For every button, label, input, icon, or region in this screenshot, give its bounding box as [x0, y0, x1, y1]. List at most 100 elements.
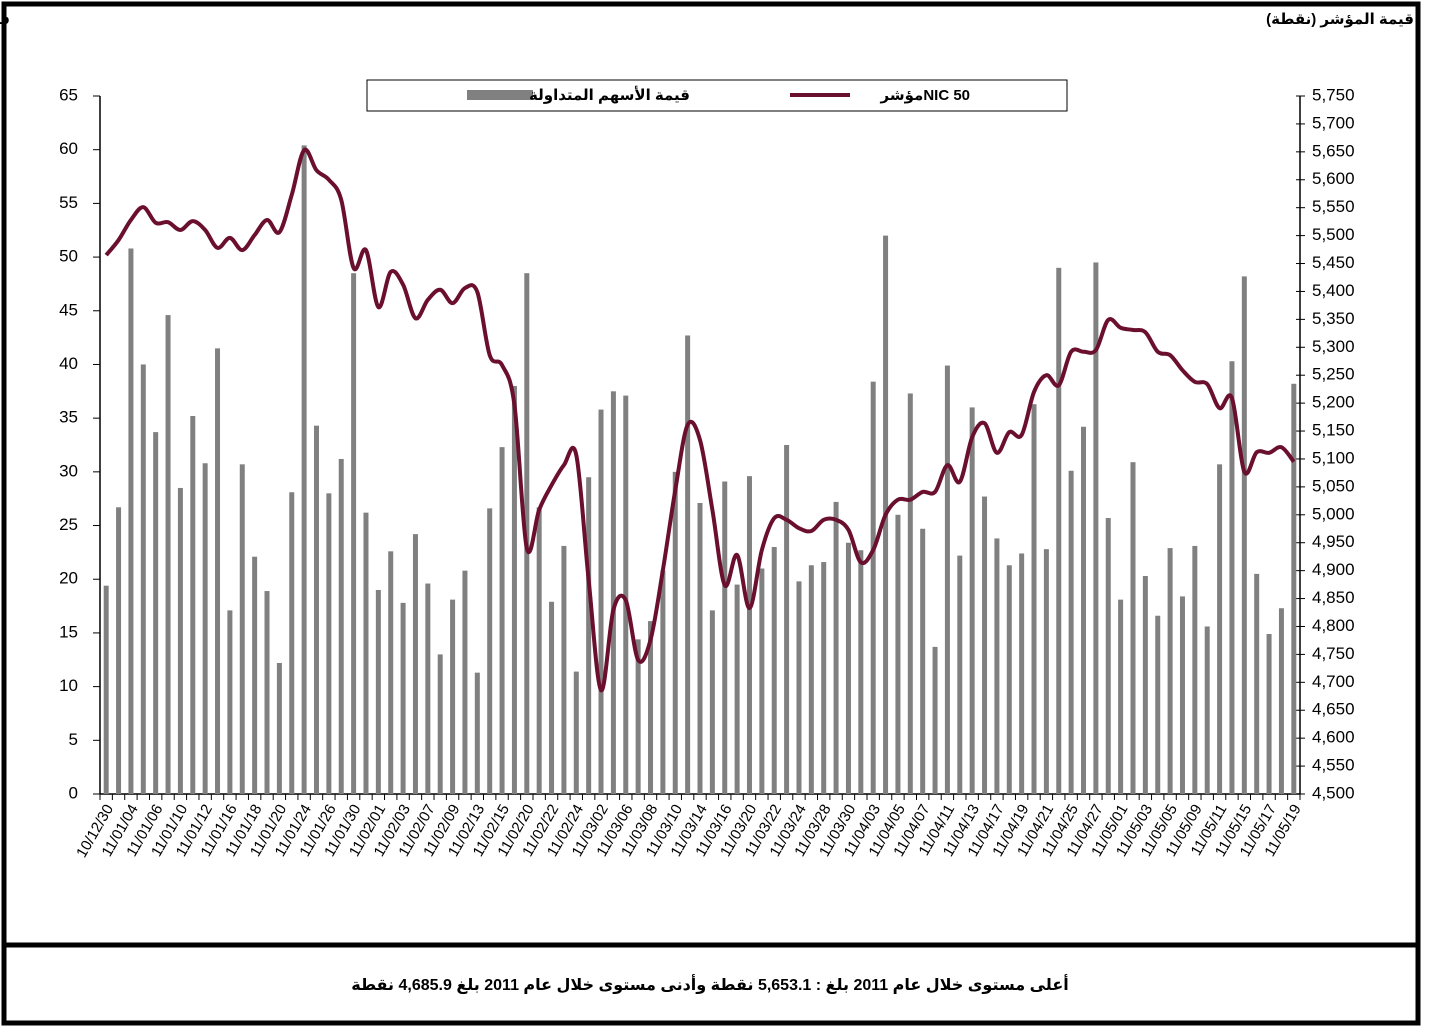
bar	[833, 501, 839, 794]
bar	[623, 395, 629, 794]
y2-tick-label: 5,200	[1312, 393, 1355, 412]
legend-box	[366, 79, 1068, 112]
bar	[1043, 549, 1049, 794]
bar	[1019, 553, 1025, 794]
y2-tick-label: 5,750	[1312, 85, 1355, 104]
bar	[1006, 565, 1012, 794]
bar	[932, 646, 938, 794]
y-axis-title: قيمة الأسهم (مليون د.ك)	[0, 10, 10, 28]
bar	[907, 393, 913, 794]
bar	[165, 315, 171, 794]
bar	[462, 570, 468, 794]
bar	[1179, 596, 1185, 794]
y2-tick-label: 4,700	[1312, 672, 1355, 691]
bar	[1105, 518, 1111, 794]
y-tick-label: 30	[59, 461, 78, 480]
bar	[289, 492, 295, 794]
bar	[499, 447, 505, 794]
legend-label: قيمة الأسهم المتداولة	[529, 86, 690, 104]
bar	[1241, 276, 1247, 795]
bar	[969, 407, 975, 794]
bar	[239, 464, 245, 794]
bar	[1155, 615, 1161, 794]
bar	[771, 547, 777, 794]
bar	[177, 487, 183, 794]
y-tick-label: 50	[59, 247, 78, 266]
bar	[746, 476, 752, 794]
bar	[437, 654, 443, 794]
y-tick-label: 35	[59, 408, 78, 427]
y2-tick-label: 5,050	[1312, 476, 1355, 495]
bar	[375, 589, 381, 794]
y2-tick-label: 4,650	[1312, 700, 1355, 719]
bar	[1167, 548, 1173, 794]
bar	[697, 502, 703, 794]
bar	[1229, 361, 1235, 794]
y-tick-label: 5	[69, 730, 78, 749]
bar	[796, 581, 802, 794]
bar	[1142, 576, 1148, 794]
bar	[412, 534, 418, 794]
bar	[920, 528, 926, 794]
bar	[709, 610, 715, 794]
y2-tick-label: 4,950	[1312, 532, 1355, 551]
bar	[1118, 599, 1124, 794]
y2-tick-label: 5,600	[1312, 169, 1355, 188]
bar	[870, 381, 876, 794]
bar	[511, 385, 517, 794]
y2-tick-label: 5,150	[1312, 421, 1355, 440]
bar	[1254, 573, 1260, 794]
bar	[573, 671, 579, 794]
bar	[635, 639, 641, 794]
y2-tick-label: 4,850	[1312, 588, 1355, 607]
bar	[944, 365, 950, 794]
y2-tick-label: 5,100	[1312, 448, 1355, 467]
bar	[128, 248, 134, 795]
bar	[586, 477, 592, 794]
bar	[276, 662, 282, 794]
y2-tick-label: 4,600	[1312, 728, 1355, 747]
legend-swatch	[467, 90, 533, 100]
line	[104, 147, 1296, 693]
y2-tick-label: 5,650	[1312, 141, 1355, 160]
y-tick-label: 15	[59, 622, 78, 641]
y2-tick-label: 5,550	[1312, 197, 1355, 216]
bar	[1093, 262, 1099, 794]
bar	[895, 514, 901, 794]
bar	[264, 591, 270, 794]
bar	[338, 458, 344, 794]
bar	[400, 602, 406, 794]
bar	[190, 416, 196, 794]
bar	[474, 672, 480, 794]
bar	[536, 507, 542, 794]
y-tick-label: 40	[59, 354, 78, 373]
bar	[1056, 267, 1062, 794]
y-tick-label: 45	[59, 300, 78, 319]
bar	[1068, 470, 1074, 794]
bar	[425, 583, 431, 794]
bar	[450, 599, 456, 794]
y2-tick-label: 5,300	[1312, 337, 1355, 356]
bar	[1204, 626, 1210, 794]
bar	[1031, 404, 1037, 794]
bar	[1081, 426, 1087, 794]
bar	[227, 610, 233, 794]
y2-tick-label: 4,750	[1312, 644, 1355, 663]
bar	[821, 562, 827, 794]
bar	[487, 508, 493, 794]
bar	[116, 507, 122, 794]
bar	[153, 432, 159, 794]
y2-tick-label: 5,400	[1312, 281, 1355, 300]
y-tick-label: 20	[59, 569, 78, 588]
y-tick-label: 25	[59, 515, 78, 534]
bar	[784, 445, 790, 794]
legend-label: مؤشرNIC 50	[880, 87, 970, 104]
bar	[252, 556, 258, 794]
bar	[561, 545, 567, 794]
y2-tick-label: 5,250	[1312, 365, 1355, 384]
bar	[313, 425, 319, 794]
bar	[1192, 545, 1198, 794]
bar	[610, 391, 616, 794]
y-tick-label: 55	[59, 193, 78, 212]
